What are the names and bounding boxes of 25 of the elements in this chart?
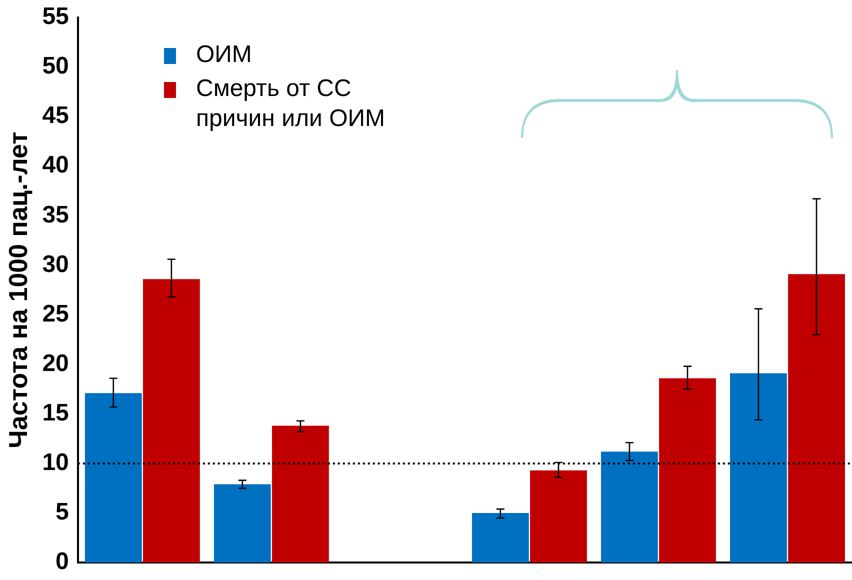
- bar: [788, 274, 845, 563]
- y-tick-label: 55: [42, 3, 69, 30]
- y-tick-label: 50: [42, 52, 69, 80]
- y-tick-label: 0: [56, 548, 69, 576]
- y-tick-label: 25: [42, 300, 69, 328]
- bar: [472, 513, 529, 563]
- legend-label: ОИМ: [196, 40, 253, 70]
- y-tick-label: 5: [56, 498, 69, 526]
- y-tick-label: 45: [42, 102, 69, 130]
- bar: [730, 373, 787, 563]
- bar: [142, 279, 200, 563]
- y-tick-label: 10: [42, 449, 69, 476]
- bar: [600, 452, 658, 563]
- y-tick-label: 40: [42, 152, 69, 179]
- y-tick-label: 30: [42, 250, 69, 278]
- bar: [214, 484, 271, 563]
- bar: [659, 378, 716, 563]
- y-tick-label: 20: [42, 350, 69, 377]
- y-tick-label: 15: [42, 400, 69, 427]
- bar: [272, 426, 329, 563]
- bar: [84, 393, 142, 563]
- bar: [530, 470, 587, 563]
- y-tick-label: 35: [42, 201, 69, 228]
- y-axis-title: Частота на 1000 пац.-лет: [2, 131, 33, 448]
- legend-label: Смерть от СС причин или ОИМ: [196, 74, 386, 134]
